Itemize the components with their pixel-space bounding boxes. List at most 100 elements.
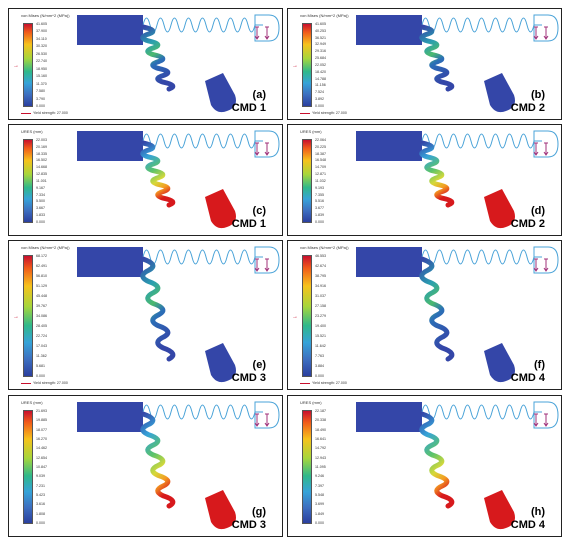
finger-simulation-drawing (356, 14, 559, 113)
panel-label: (h) CMD 4 (511, 506, 545, 532)
colorbar-tick-label: 3.892 (315, 97, 324, 102)
deformed-serpentine (140, 24, 176, 92)
colorbar-ticks: 22.003 20.169 18.335 16.502 14.668 12.835 11.0… (36, 138, 47, 224)
colorbar-tick-label: 22.740 (36, 59, 47, 64)
force-arrow-icon (533, 142, 539, 156)
colorbar-tick-label: 56.810 (36, 274, 47, 278)
panel-d: URES (mm) 22.064 20.225 18.387 16.548 14.709 1… (287, 124, 562, 236)
colorbar-ticks: 22.187 20.338 18.490 16.641 14.792 12.943 11.0… (315, 409, 326, 525)
panel-g: URES (mm) 21.693 19.885 18.077 16.270 14.462 1… (8, 395, 283, 537)
colorbar (302, 255, 312, 377)
finger-simulation-drawing (77, 14, 280, 113)
undeformed-outline (142, 133, 263, 149)
panel-letter: (f) (534, 359, 545, 371)
panel-letter: (b) (530, 89, 545, 101)
colorbar-title: URES (mm) (300, 400, 322, 405)
panel-cmd: CMD 4 (510, 519, 545, 531)
colorbar-tick-label: 9.193 (315, 185, 324, 190)
colorbar-tick-label: 3.667 (36, 206, 45, 211)
colorbar-tick-label: 5.423 (36, 492, 45, 497)
colorbar-tick-label: 22.724 (36, 334, 47, 338)
base-block (77, 15, 143, 45)
colorbar-tick-label: 14.788 (315, 76, 326, 81)
colorbar-tick-label: 7.334 (36, 192, 45, 197)
undeformed-tip-outline (533, 246, 559, 274)
finger-simulation-drawing (77, 246, 280, 383)
panel-label: (f) CMD 4 (511, 359, 545, 385)
colorbar-tick-label: 16.270 (36, 436, 47, 441)
colorbar-tick-label: 51.129 (36, 284, 47, 288)
deformed-serpentine (140, 140, 176, 208)
panel-cmd: CMD 1 (231, 218, 266, 230)
yield-arrow-icon: → (13, 314, 19, 320)
colorbar-tick-label: 3.884 (315, 364, 324, 368)
colorbar-tick-label: 14.709 (315, 165, 326, 170)
undeformed-tip-outline (254, 401, 280, 429)
colorbar-tick-label: 7.763 (315, 354, 324, 358)
panel-cmd: CMD 3 (231, 519, 266, 531)
colorbar-tick-label: 41.605 (36, 22, 47, 26)
colorbar-tick-label: 68.172 (36, 254, 47, 258)
colorbar-title: URES (mm) (21, 400, 43, 405)
colorbar-tick-label: 34.110 (36, 36, 47, 41)
colorbar (23, 410, 33, 524)
colorbar-ticks: 22.064 20.225 18.387 16.548 14.709 12.871 11.0… (315, 138, 326, 224)
colorbar-tick-label: 42.674 (315, 264, 326, 268)
panel-label: (e) CMD 3 (232, 359, 266, 385)
colorbar-tick-label: 12.871 (315, 172, 326, 177)
colorbar-tick-label: 0.000 (36, 374, 45, 378)
panel-letter: (d) (530, 205, 545, 217)
colorbar-tick-label: 30.320 (36, 44, 47, 49)
deformed-serpentine (419, 24, 455, 92)
panel-cmd: CMD 4 (510, 372, 545, 384)
colorbar-tick-label: 1.808 (36, 511, 45, 516)
colorbar-tick-label: 18.077 (36, 427, 47, 432)
colorbar-tick-label: 22.064 (315, 138, 326, 142)
undeformed-tip-outline (533, 401, 559, 429)
base-block (77, 402, 143, 432)
deformed-serpentine (419, 140, 455, 208)
force-arrow-icon (533, 258, 539, 272)
yield-arrow-icon: → (292, 63, 298, 69)
colorbar-tick-label: 21.693 (36, 409, 47, 413)
base-block (77, 131, 143, 161)
colorbar-title: URES (mm) (21, 129, 43, 134)
base-block (77, 247, 143, 277)
colorbar (23, 255, 33, 377)
colorbar-tick-label: 19.885 (36, 418, 47, 423)
colorbar-tick-label: 34.916 (315, 284, 326, 288)
colorbar-tick-label: 20.338 (315, 418, 326, 423)
panel-letter: (g) (251, 506, 266, 518)
colorbar-tick-label: 12.835 (36, 172, 47, 177)
colorbar-tick-label: 18.387 (315, 151, 326, 156)
panel-letter: (c) (252, 205, 266, 217)
colorbar-tick-label: 5.681 (36, 364, 45, 368)
force-arrow-icon (254, 26, 260, 40)
colorbar-tick-label: 40.253 (315, 28, 326, 33)
colorbar (23, 23, 33, 107)
colorbar-tick-label: 12.654 (36, 455, 47, 460)
panel-letter: (a) (252, 89, 266, 101)
finger-simulation-drawing (356, 130, 559, 229)
colorbar-tick-label: 41.605 (315, 22, 326, 26)
undeformed-tip-outline (254, 130, 280, 158)
colorbar-tick-label: 27.158 (315, 304, 326, 308)
colorbar-tick-label: 1.839 (315, 213, 324, 218)
colorbar-tick-label: 39.767 (36, 304, 47, 308)
deformed-tip (484, 343, 515, 383)
colorbar-tick-label: 11.095 (315, 464, 326, 469)
deformed-tip (484, 490, 515, 530)
colorbar-tick-label: 28.405 (36, 324, 47, 328)
panel-b: von Mises (N/mm^2 (MPa)) 41.605 40.253 36.5… (287, 8, 562, 120)
colorbar-tick-label: 34.086 (36, 314, 47, 318)
colorbar-title: von Mises (N/mm^2 (MPa)) (21, 245, 70, 250)
colorbar-tick-label: 15.160 (36, 74, 47, 79)
colorbar-tick-label: 16.641 (315, 436, 326, 441)
undeformed-outline (142, 17, 263, 33)
colorbar-tick-label: 62.491 (36, 264, 47, 268)
colorbar-tick-label: 0.000 (36, 520, 45, 525)
colorbar (302, 23, 312, 107)
colorbar-tick-label: 25.684 (315, 56, 326, 61)
colorbar-tick-label: 22.187 (315, 409, 326, 413)
yield-arrow-icon: → (292, 314, 298, 320)
